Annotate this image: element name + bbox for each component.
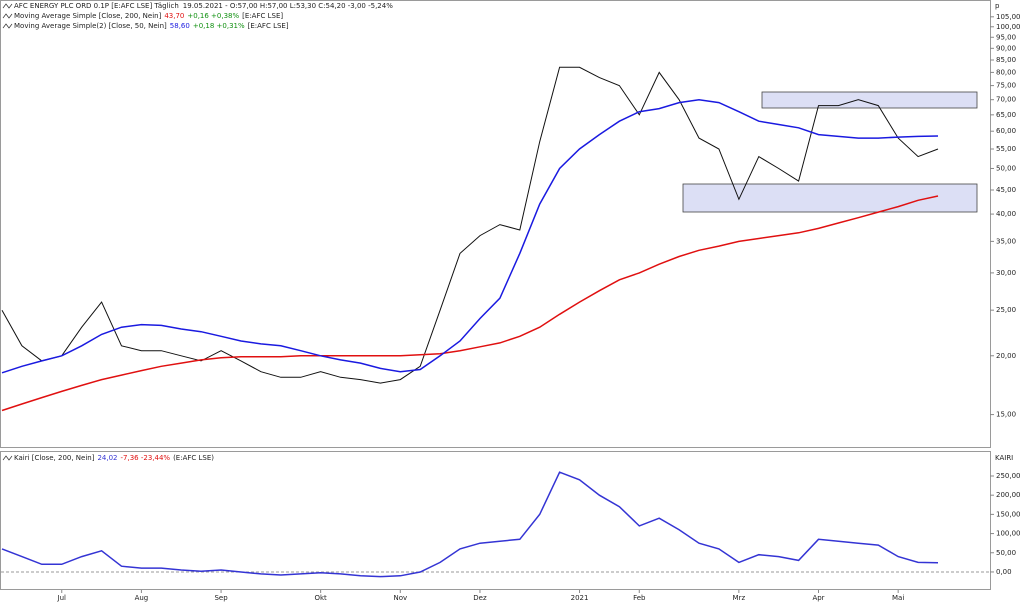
legend-source: [E:AFC LSE] [242,12,283,20]
y-tick-label: 70,00 [996,96,1016,104]
x-tick-label: Mai [892,594,904,602]
legend-icon [2,13,13,19]
legend-entry: Kairi [Close, 200, Nein] 24,02 -7,36 -23,4… [14,454,214,462]
y-tick-label: 50,00 [996,549,1016,557]
legend-entry: Moving Average Simple [Close, 200, Nein]… [14,12,283,20]
legend-icon [2,23,13,29]
legend-name: Moving Average Simple(2) [Close, 50, Nei… [14,22,167,30]
series-line [1,98,939,374]
legend-value: 58,60 [170,22,190,30]
x-tick-label: Jul [57,594,67,602]
legend-value: 43,70 [164,12,184,20]
y-tick-label: 100,00 [996,530,1021,538]
legend-icon [2,3,13,9]
x-tick-label: Sep [214,594,228,602]
y-tick-label: 45,00 [996,186,1016,194]
y-tick-label: 150,00 [996,510,1021,518]
x-tick-label: Aug [135,594,149,602]
y-tick-label: 105,00 [996,13,1021,21]
kairi-panel [0,451,991,590]
y-tick-label: 80,00 [996,68,1016,76]
marks [1,16,994,593]
x-tick-label: 2021 [571,594,589,602]
legend-source: (E:AFC LSE) [173,454,214,462]
chart-title: AFC ENERGY PLC ORD 0.1P [E:AFC LSE] Tägl… [14,2,393,10]
subtitle: 19.05.2021 - O:57,00 H:57,00 L:53,30 C:5… [183,2,393,10]
y-tick-label: 250,00 [996,472,1021,480]
y-tick-label: 30,00 [996,269,1016,277]
y-tick-label: 200,00 [996,491,1021,499]
legend-name: Moving Average Simple [Close, 200, Nein] [14,12,162,20]
legend-value: 24,02 [97,454,117,462]
legend-name: Kairi [Close, 200, Nein] [14,454,95,462]
legend-source: [E:AFC LSE] [248,22,289,30]
y-tick-label: 85,00 [996,56,1016,64]
x-tick-label: Nov [393,594,407,602]
y-axis-label: p [995,2,1000,10]
x-tick-label: Okt [314,594,327,602]
x-tick-label: Feb [633,594,646,602]
y-axis-label: KAIRI [995,454,1013,462]
x-tick-label: Dez [473,594,487,602]
legend-change: +0,16 +0,38% [187,12,239,20]
x-tick-label: Apr [812,594,824,602]
y-tick-label: 15,00 [996,411,1016,419]
y-tick-label: 40,00 [996,210,1016,218]
y-tick-label: 25,00 [996,306,1016,314]
y-tick-label: 100,00 [996,23,1021,31]
y-tick-label: 60,00 [996,127,1016,135]
series-line [1,471,939,578]
title: AFC ENERGY PLC ORD 0.1P [E:AFC LSE] Tägl… [14,2,179,10]
y-tick-label: 35,00 [996,237,1016,245]
y-tick-label: 0,00 [996,568,1012,576]
y-tick-label: 65,00 [996,111,1016,119]
y-tick-label: 90,00 [996,44,1016,52]
legend-icon [2,455,13,461]
series-line [1,195,939,412]
y-tick-label: 50,00 [996,164,1016,172]
y-tick-label: 75,00 [996,82,1016,90]
legend-change: -7,36 -23,44% [121,454,171,462]
support-zone [682,183,978,213]
resistance-zone [761,91,978,109]
y-tick-label: 55,00 [996,145,1016,153]
y-tick-label: 95,00 [996,33,1016,41]
series-line [1,66,939,384]
x-tick-label: Mrz [733,594,746,602]
legend-entry: Moving Average Simple(2) [Close, 50, Nei… [14,22,289,30]
legend-change: +0,18 +0,31% [193,22,245,30]
price-panel [0,0,991,448]
y-tick-label: 20,00 [996,352,1016,360]
